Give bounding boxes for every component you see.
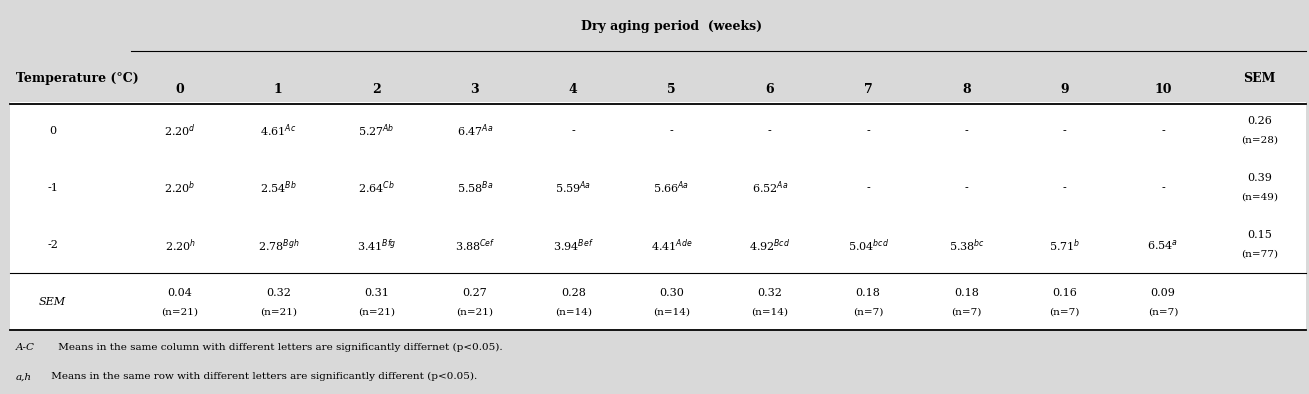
Text: 0.26: 0.26 <box>1246 116 1272 126</box>
Text: 5.58$^{Ba}$: 5.58$^{Ba}$ <box>457 180 493 197</box>
Text: 2: 2 <box>372 83 381 96</box>
Text: (n=14): (n=14) <box>653 308 690 317</box>
Text: a,h: a,h <box>16 372 31 381</box>
Text: 0.27: 0.27 <box>462 288 487 298</box>
Text: Dry aging period  (weeks): Dry aging period (weeks) <box>581 20 762 33</box>
Text: (n=49): (n=49) <box>1241 193 1278 202</box>
Text: 1: 1 <box>274 83 283 96</box>
Text: 5.04$^{bcd}$: 5.04$^{bcd}$ <box>848 237 889 254</box>
Text: 10: 10 <box>1155 83 1172 96</box>
Text: -: - <box>571 126 575 136</box>
Text: 7: 7 <box>864 83 873 96</box>
Text: 4.61$^{Ac}$: 4.61$^{Ac}$ <box>260 123 297 139</box>
Text: Means in the same row with different letters are significantly different (p<0.05: Means in the same row with different let… <box>48 372 478 381</box>
Text: -: - <box>1063 126 1067 136</box>
Text: Temperature (°C): Temperature (°C) <box>17 72 139 85</box>
Text: 0.16: 0.16 <box>1052 288 1077 298</box>
Text: (n=7): (n=7) <box>1148 308 1178 317</box>
Text: 2.54$^{Bb}$: 2.54$^{Bb}$ <box>260 180 297 197</box>
Text: (n=77): (n=77) <box>1241 250 1278 259</box>
Text: 0.04: 0.04 <box>168 288 192 298</box>
Text: 3.94$^{Bef}$: 3.94$^{Bef}$ <box>552 237 593 254</box>
Text: 0.32: 0.32 <box>266 288 291 298</box>
Text: (n=14): (n=14) <box>555 308 592 317</box>
Text: (n=7): (n=7) <box>853 308 884 317</box>
Text: 8: 8 <box>962 83 971 96</box>
Text: (n=21): (n=21) <box>260 308 297 317</box>
Text: SEM: SEM <box>39 297 67 307</box>
Text: -: - <box>965 126 969 136</box>
Text: 2.78$^{Bgh}$: 2.78$^{Bgh}$ <box>258 237 300 254</box>
Text: (n=7): (n=7) <box>952 308 982 317</box>
Text: 6: 6 <box>766 83 774 96</box>
Text: 6.47$^{Aa}$: 6.47$^{Aa}$ <box>457 123 493 139</box>
Text: 2.20$^{b}$: 2.20$^{b}$ <box>165 180 195 197</box>
Text: -: - <box>1161 183 1165 193</box>
Text: 0.31: 0.31 <box>364 288 389 298</box>
Text: (n=21): (n=21) <box>457 308 493 317</box>
Text: 0: 0 <box>48 126 56 136</box>
Text: (n=14): (n=14) <box>751 308 788 317</box>
Text: (n=28): (n=28) <box>1241 136 1278 145</box>
Text: 5.71$^{b}$: 5.71$^{b}$ <box>1049 237 1080 254</box>
Text: 0.32: 0.32 <box>758 288 783 298</box>
Text: 4.41$^{Ade}$: 4.41$^{Ade}$ <box>651 237 692 254</box>
Text: 4: 4 <box>569 83 577 96</box>
Text: 5.66$^{Aa}$: 5.66$^{Aa}$ <box>653 180 690 197</box>
Text: -: - <box>670 126 673 136</box>
Text: 6.54$^{a}$: 6.54$^{a}$ <box>1148 238 1178 252</box>
Text: -: - <box>867 183 870 193</box>
Text: -: - <box>965 183 969 193</box>
Text: 2.20$^{h}$: 2.20$^{h}$ <box>165 237 195 254</box>
Text: 5.38$^{bc}$: 5.38$^{bc}$ <box>949 237 984 254</box>
Text: -1: -1 <box>47 183 58 193</box>
Text: Means in the same column with different letters are significantly differnet (p<0: Means in the same column with different … <box>55 343 503 352</box>
Text: (n=21): (n=21) <box>161 308 199 317</box>
Text: 0.09: 0.09 <box>1151 288 1175 298</box>
Text: 5: 5 <box>668 83 675 96</box>
Text: A-C: A-C <box>16 343 35 352</box>
Text: 2.64$^{Cb}$: 2.64$^{Cb}$ <box>359 180 395 197</box>
Text: 5.59$^{Aa}$: 5.59$^{Aa}$ <box>555 180 592 197</box>
Text: 9: 9 <box>1060 83 1069 96</box>
Text: (n=7): (n=7) <box>1050 308 1080 317</box>
Text: 0.39: 0.39 <box>1246 173 1272 183</box>
Text: -: - <box>867 126 870 136</box>
Text: (n=21): (n=21) <box>359 308 395 317</box>
Bar <box>10 102 1306 331</box>
Text: -: - <box>1161 126 1165 136</box>
Text: 0.28: 0.28 <box>560 288 585 298</box>
Text: 3.41$^{Bfg}$: 3.41$^{Bfg}$ <box>357 237 397 254</box>
Text: -: - <box>1063 183 1067 193</box>
Text: 3.88$^{Cef}$: 3.88$^{Cef}$ <box>454 237 495 254</box>
Text: 0: 0 <box>175 83 185 96</box>
Text: 0.15: 0.15 <box>1246 230 1272 240</box>
Text: 0.18: 0.18 <box>856 288 881 298</box>
Text: 5.27$^{Ab}$: 5.27$^{Ab}$ <box>359 123 395 139</box>
Text: 4.92$^{Bcd}$: 4.92$^{Bcd}$ <box>749 237 791 254</box>
Text: SEM: SEM <box>1244 72 1275 85</box>
Text: 2.20$^{d}$: 2.20$^{d}$ <box>164 123 196 139</box>
Text: 3: 3 <box>471 83 479 96</box>
Text: -2: -2 <box>47 240 58 250</box>
Text: -: - <box>768 126 772 136</box>
Text: 0.18: 0.18 <box>954 288 979 298</box>
Text: 6.52$^{Aa}$: 6.52$^{Aa}$ <box>751 180 788 197</box>
Text: 0.30: 0.30 <box>658 288 685 298</box>
